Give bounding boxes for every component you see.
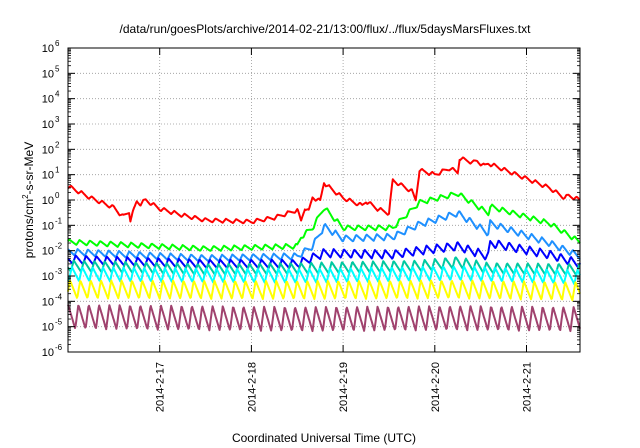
x-axis-label: Coordinated Universal Time (UTC) xyxy=(232,431,416,445)
y-tick-label: 103 xyxy=(42,115,60,131)
y-tick-exponent: -2 xyxy=(55,242,63,251)
y-tick-exponent: 3 xyxy=(55,115,60,124)
series-line-6 xyxy=(67,265,581,286)
y-tick-exponent: 1 xyxy=(55,166,60,175)
y-tick-label: 102 xyxy=(42,140,60,156)
y-tick-label: 104 xyxy=(42,90,60,106)
y-tick-exponent: -5 xyxy=(55,318,63,327)
y-tick-label: 101 xyxy=(42,166,60,182)
y-tick-label: 10-4 xyxy=(42,292,63,308)
y-tick-exponent: 4 xyxy=(55,90,60,99)
y-tick-label: 10-3 xyxy=(42,267,63,283)
y-tick-label: 105 xyxy=(42,64,60,80)
y-tick-exponent: 6 xyxy=(55,39,60,48)
series-line-7 xyxy=(67,279,581,302)
x-tick-label: 2014-2-18 xyxy=(246,362,258,412)
y-tick-exponent: 2 xyxy=(55,140,60,149)
y-tick-exponent: -4 xyxy=(55,292,63,301)
y-tick-label: 10-6 xyxy=(42,343,63,359)
x-tick-label: 2014-2-19 xyxy=(338,362,350,412)
y-axis-label: protons/cm2-s-sr-MeV xyxy=(21,142,36,258)
y-tick-label: 100 xyxy=(42,191,60,207)
x-axis-ticks: 2014-2-17 2014-2-18 2014-2-19 2014-2-20 2014… xyxy=(155,48,534,412)
y-tick-label: 106 xyxy=(42,39,60,55)
y-axis-label-sup: 2 xyxy=(21,194,30,199)
y-tick-label: 10-5 xyxy=(42,318,63,334)
y-axis-ticks: 10-610-510-410-310-210-11001011021031041… xyxy=(42,39,580,359)
y-tick-exponent: -3 xyxy=(55,267,63,276)
y-tick-exponent: 5 xyxy=(55,64,60,73)
x-tick-label: 2014-2-17 xyxy=(155,362,167,412)
y-axis-label-prefix: protons/cm xyxy=(22,199,36,258)
y-tick-exponent: -6 xyxy=(55,343,63,352)
series-line-1 xyxy=(67,156,581,225)
y-tick-exponent: 0 xyxy=(55,191,60,200)
series-line-8 xyxy=(67,304,581,333)
x-tick-label: 2014-2-21 xyxy=(522,362,534,412)
series-line-3 xyxy=(67,210,581,263)
chart-title: /data/run/goesPlots/archive/2014-02-21/1… xyxy=(120,22,532,36)
series-line-4 xyxy=(67,239,581,270)
x-tick-label: 2014-2-20 xyxy=(430,362,442,412)
series-group xyxy=(67,156,581,333)
y-axis-label-suffix: -s-sr-MeV xyxy=(22,142,36,195)
y-tick-label: 10-2 xyxy=(42,242,63,258)
y-tick-exponent: -1 xyxy=(55,216,63,225)
y-tick-label: 10-1 xyxy=(42,216,63,232)
series-line-2 xyxy=(67,191,581,252)
